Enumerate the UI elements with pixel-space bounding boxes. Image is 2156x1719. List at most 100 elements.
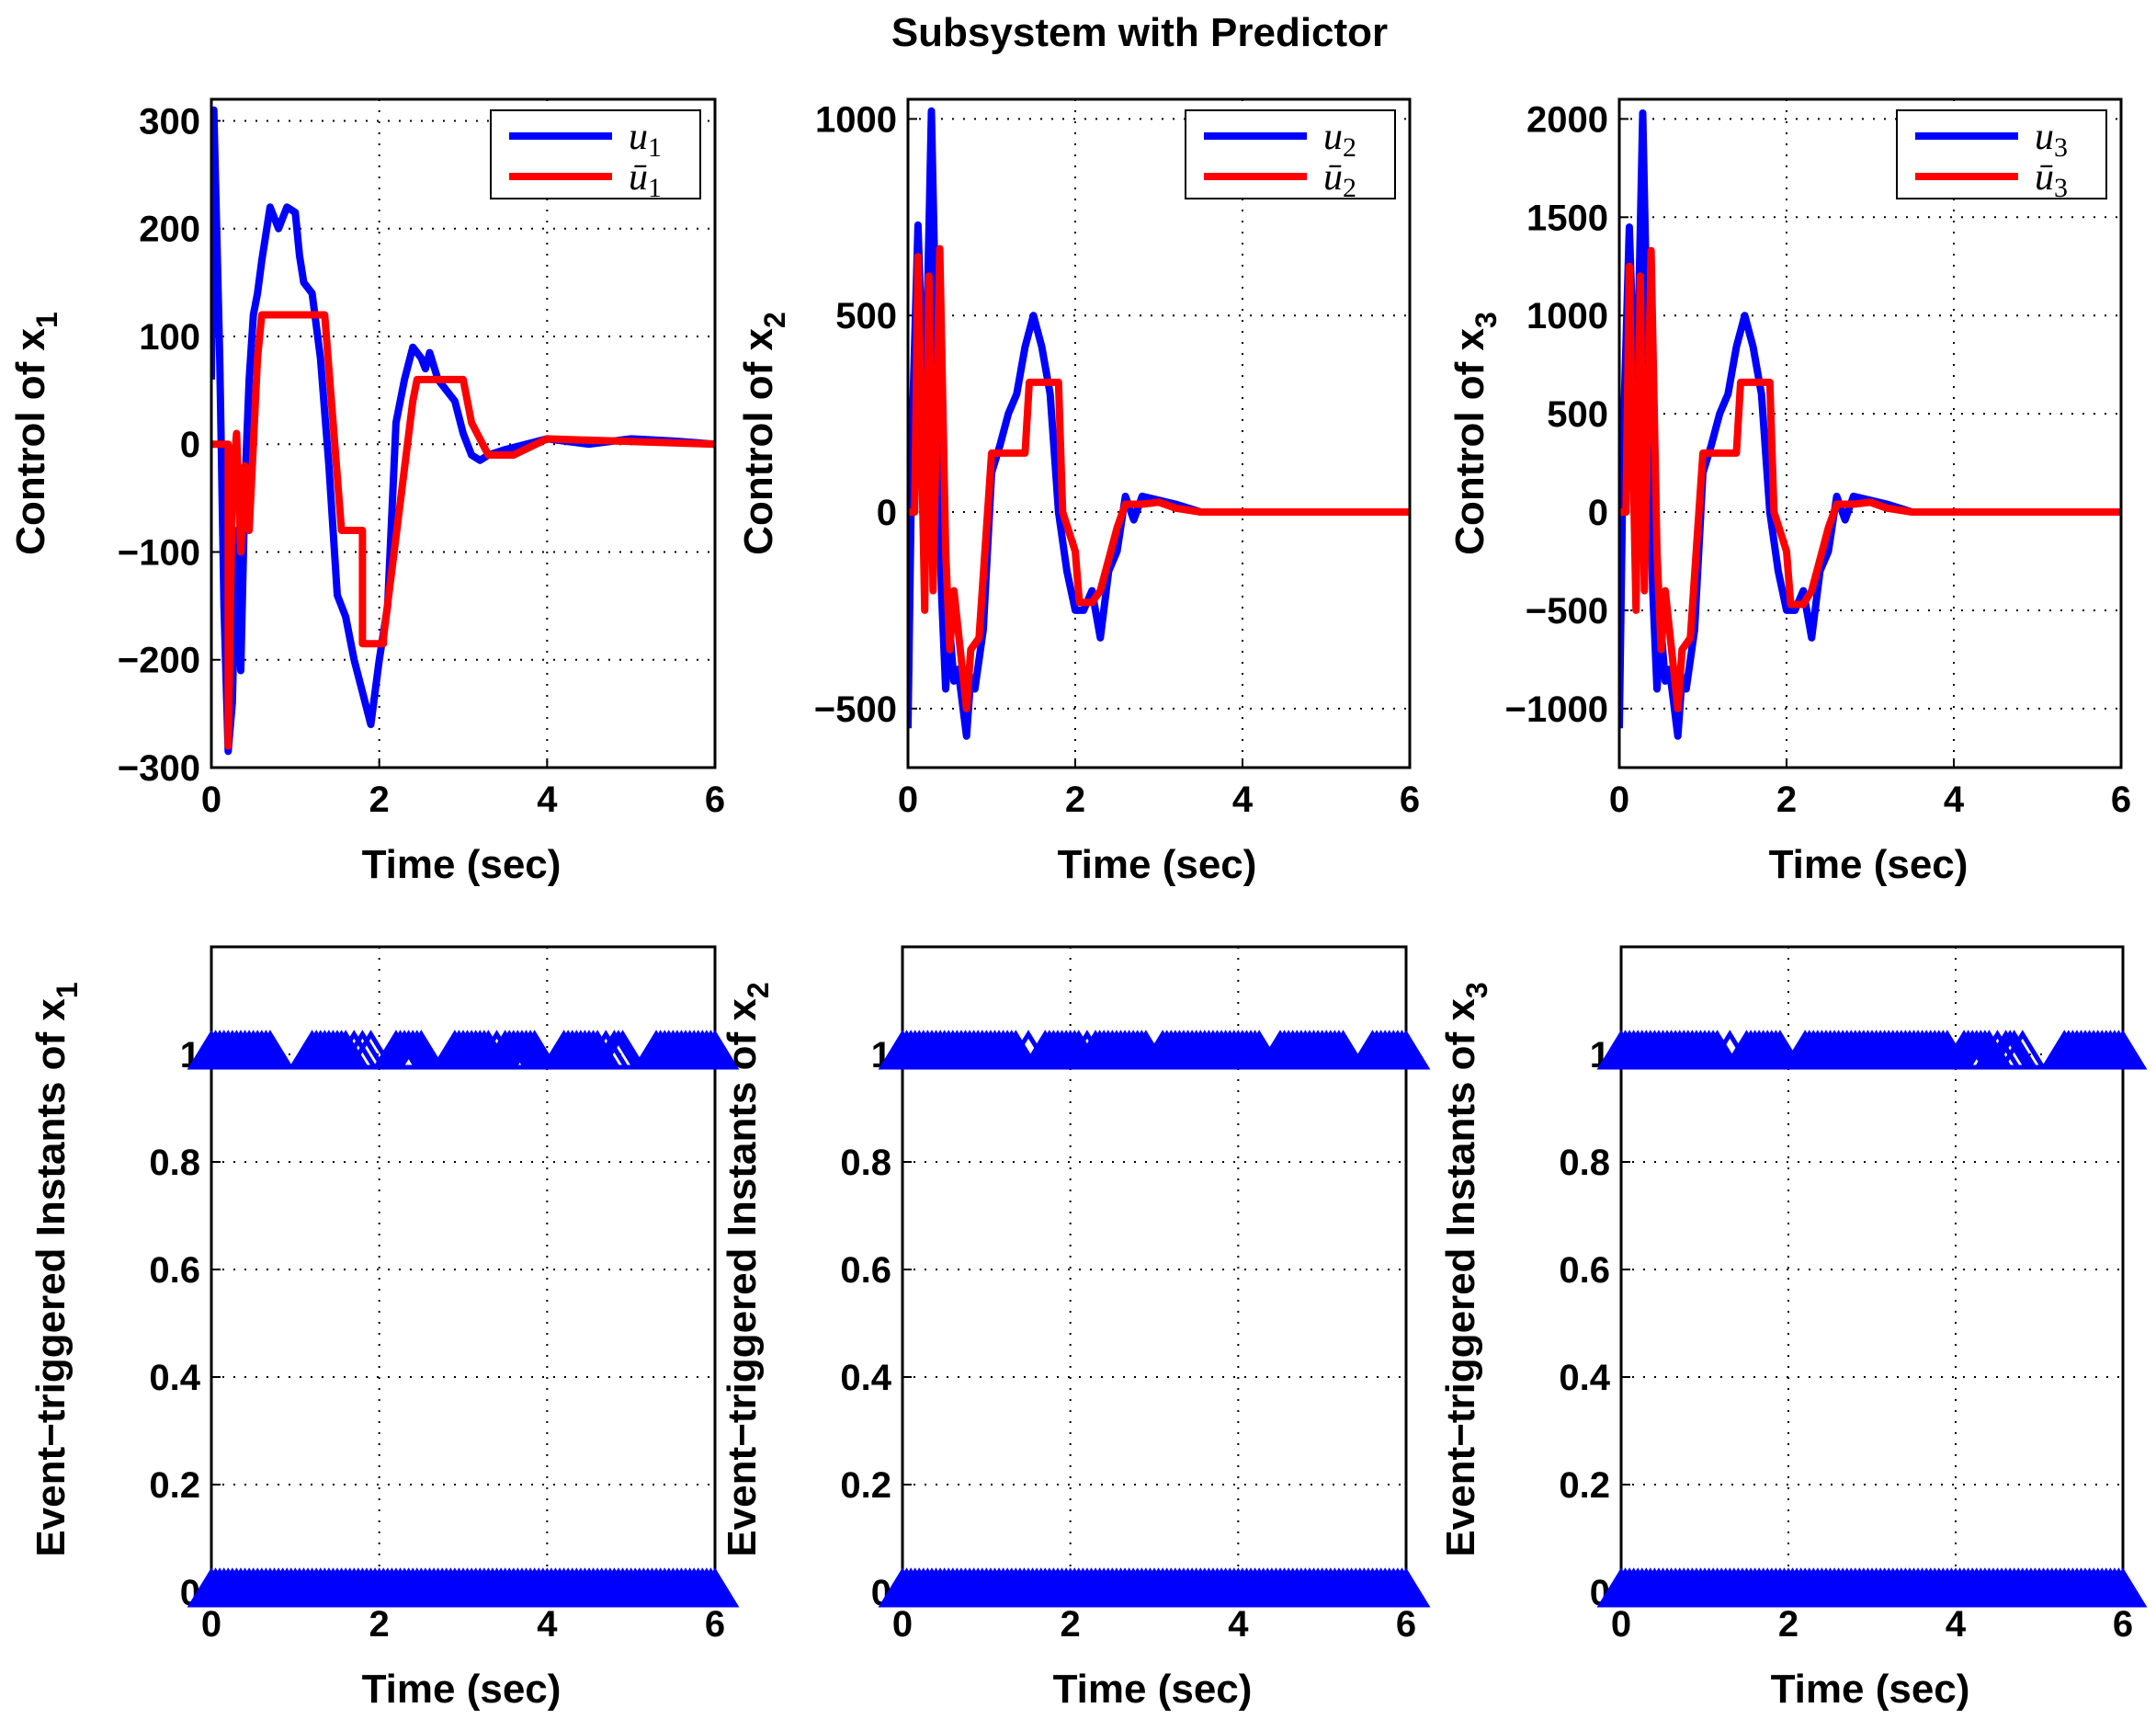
y-tick-label: −100: [118, 532, 200, 573]
y-tick-label: 0.2: [840, 1465, 891, 1506]
x-tick-label: 6: [705, 1604, 725, 1645]
x-tick-label: 6: [1400, 780, 1420, 820]
y-tick-label: −1000: [1505, 689, 1608, 730]
axes-frame: [1617, 97, 2123, 769]
x-tick-label: 6: [705, 780, 725, 820]
x-tick-label: 6: [1396, 1604, 1416, 1645]
legend-box: [1185, 109, 1396, 199]
y-tick-label: 0: [180, 425, 200, 465]
x-tick-label: 2: [1778, 1604, 1799, 1645]
legend-entry: ū3: [2035, 156, 2068, 203]
y-tick-label: 0: [1588, 493, 1608, 533]
legend-entry: ū2: [1323, 156, 1356, 203]
u-series-line: [908, 107, 1410, 740]
y-tick-label: 1000: [1526, 296, 1608, 336]
y-tick-label: 0: [877, 493, 897, 533]
x-tick-label: 0: [201, 1604, 221, 1645]
y-tick-label: 0.4: [1559, 1358, 1610, 1398]
x-tick-label: 0: [898, 780, 918, 820]
y-axis-label: Control of x2: [736, 312, 791, 555]
ubar-series-line: [211, 311, 715, 750]
y-tick-label: 0.6: [840, 1250, 891, 1291]
y-tick-label: 500: [1547, 394, 1608, 435]
event-marker: [2098, 1030, 2148, 1070]
ubar-series-line: [908, 245, 1410, 712]
plot-area: [211, 106, 715, 756]
legend-entry: ū1: [629, 156, 662, 203]
x-axis-label: Time (sec): [362, 1667, 562, 1712]
figure-title: Subsystem with Predictor: [891, 10, 1388, 55]
event-marker: [510, 1030, 560, 1070]
x-tick-label: 4: [1228, 1604, 1249, 1645]
y-tick-label: 0.4: [840, 1358, 891, 1398]
x-tick-label: 6: [2111, 780, 2131, 820]
x-axis-label: Time (sec): [1058, 842, 1257, 887]
event-marker: [346, 1030, 395, 1070]
y-tick-label: 0.8: [149, 1143, 200, 1183]
x-tick-label: 4: [1946, 1604, 1967, 1645]
x-axis-label: Time (sec): [362, 842, 562, 887]
legend-entry: u1: [629, 116, 662, 163]
legend-entry: u3: [2035, 116, 2068, 163]
x-tick-label: 0: [892, 1604, 913, 1645]
y-axis-label: Control of x1: [8, 312, 63, 555]
x-tick-label: 4: [1944, 780, 1965, 820]
x-tick-label: 2: [369, 780, 390, 820]
event-marker: [1319, 1030, 1367, 1070]
x-tick-label: 4: [1232, 780, 1254, 820]
event-marker: [2098, 1567, 2148, 1608]
y-tick-label: −500: [1526, 591, 1608, 632]
y-tick-label: 0.6: [1559, 1250, 1610, 1291]
x-tick-label: 0: [201, 780, 221, 820]
event-marker: [690, 1030, 740, 1070]
x-tick-label: 6: [2113, 1604, 2133, 1645]
subplot-2: 0 2 4 6 1000 500 0 −500 Time (sec) Control of x2 u…: [736, 97, 1420, 887]
event-marker: [245, 1030, 295, 1070]
event-marker: [1381, 1030, 1431, 1070]
plot-area: [908, 107, 1410, 740]
y-axis-label: Event−triggered Instants of x1: [28, 982, 84, 1556]
y-tick-label: 0.8: [840, 1143, 891, 1183]
subplot-1: 0 2 4 6 300 200 100 0 −100 −200 −300 Time (sec) Cont…: [8, 97, 725, 887]
y-axis-label: Control of x3: [1447, 312, 1503, 555]
x-axis-label: Time (sec): [1769, 842, 1969, 887]
subplot-3: 0 2 4 6 2000 1500 1000 500 0 −500 −1000 Time (sec) C…: [1447, 97, 2131, 887]
y-tick-label: 2000: [1526, 99, 1608, 140]
x-tick-label: 0: [1611, 1604, 1631, 1645]
u-series-line: [1619, 109, 2121, 740]
event-marker: [396, 1030, 446, 1070]
plot-area: [1619, 109, 2121, 740]
y-tick-label: 1000: [815, 99, 897, 140]
legend-entry: u2: [1323, 116, 1356, 163]
x-tick-label: 2: [369, 1604, 390, 1645]
x-tick-label: 4: [537, 1604, 558, 1645]
y-tick-label: 300: [139, 101, 200, 142]
y-axis-label: Event−triggered Instants of x2: [720, 982, 775, 1556]
axes-frame: [906, 97, 1412, 769]
y-tick-label: −500: [814, 689, 897, 730]
y-tick-label: 0.6: [149, 1250, 200, 1291]
y-tick-label: 200: [139, 210, 200, 250]
event-marker: [598, 1030, 647, 1070]
y-tick-label: 0.4: [149, 1358, 200, 1398]
x-tick-label: 0: [1609, 780, 1629, 820]
x-tick-label: 4: [537, 780, 558, 820]
event-marker: [1998, 1030, 2048, 1070]
axes-frame: [210, 97, 717, 769]
x-tick-label: 2: [1061, 1604, 1081, 1645]
event-marker: [1381, 1567, 1431, 1608]
y-tick-label: 0.8: [1559, 1143, 1610, 1183]
y-tick-label: 500: [835, 296, 897, 336]
event-marker: [690, 1567, 740, 1608]
x-axis-label: Time (sec): [1053, 1667, 1253, 1712]
y-tick-label: 0.2: [149, 1465, 200, 1506]
y-tick-label: 100: [139, 317, 200, 358]
y-tick-label: 1500: [1526, 198, 1608, 238]
legend-box: [1896, 109, 2107, 199]
